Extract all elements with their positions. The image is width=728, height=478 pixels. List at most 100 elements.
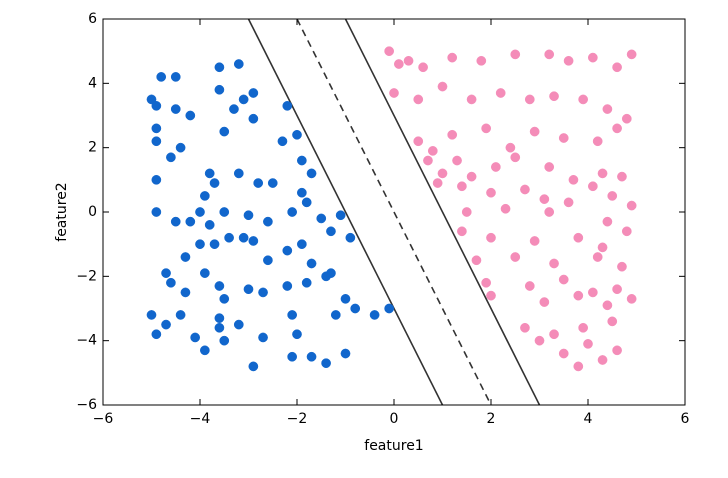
point [204, 168, 215, 179]
point [588, 287, 598, 298]
point [263, 216, 273, 227]
point [447, 52, 458, 63]
point [340, 348, 351, 359]
point [287, 351, 297, 362]
point [214, 62, 225, 73]
point [510, 252, 521, 262]
point [204, 220, 215, 230]
point [427, 146, 438, 156]
point [617, 261, 627, 272]
point [350, 303, 361, 314]
point [500, 203, 511, 214]
point [549, 329, 559, 340]
point [282, 245, 293, 256]
point [510, 49, 521, 60]
x-tick-label: −2 [287, 411, 308, 427]
point [301, 197, 312, 208]
point [597, 355, 608, 365]
point [330, 310, 341, 320]
point [170, 72, 181, 82]
point [437, 81, 448, 92]
point [524, 94, 535, 105]
point [466, 94, 477, 105]
point [626, 49, 637, 60]
point [340, 294, 351, 304]
point [175, 310, 186, 320]
point [219, 294, 230, 304]
point [195, 239, 205, 250]
point [520, 184, 530, 195]
point [597, 168, 608, 179]
point [243, 210, 254, 221]
point [161, 319, 171, 330]
point [306, 258, 317, 269]
point [151, 136, 162, 147]
point [520, 322, 530, 333]
point [495, 88, 506, 98]
point [486, 232, 496, 243]
point [258, 332, 268, 343]
point [292, 329, 302, 340]
point [214, 281, 225, 291]
point [486, 290, 496, 301]
point [297, 187, 307, 198]
x-tick-label: 4 [584, 411, 593, 427]
point [306, 168, 317, 179]
point [214, 313, 225, 323]
point [170, 104, 181, 114]
point [534, 335, 545, 346]
point [544, 207, 555, 217]
point [510, 152, 521, 163]
point [573, 290, 584, 301]
point [524, 281, 535, 291]
point [457, 226, 467, 237]
point [229, 104, 239, 114]
point [233, 319, 244, 330]
point [563, 55, 574, 66]
y-tick-label: −6 [76, 397, 97, 413]
point [461, 207, 472, 217]
point [233, 168, 244, 179]
point [558, 133, 569, 143]
point [326, 226, 336, 237]
point [287, 207, 297, 217]
point [238, 232, 249, 243]
point [471, 255, 482, 266]
point [209, 239, 220, 250]
y-axis-label: feature2 [54, 182, 70, 241]
point [539, 194, 550, 204]
point [316, 213, 327, 224]
point [558, 274, 569, 285]
point [423, 155, 433, 166]
point [544, 162, 555, 172]
x-axis-label: feature1 [364, 438, 423, 454]
x-tick-label: 6 [681, 411, 690, 427]
point [151, 329, 162, 340]
point [621, 226, 632, 237]
point [612, 284, 622, 295]
point [345, 232, 356, 243]
point [195, 207, 205, 217]
point [592, 252, 603, 262]
point [481, 123, 491, 134]
x-tick-label: −4 [190, 411, 211, 427]
point [612, 62, 622, 73]
point [544, 49, 555, 60]
point [539, 297, 550, 307]
point [578, 94, 589, 105]
point [369, 310, 380, 320]
point [297, 239, 307, 250]
point [549, 258, 559, 269]
point [146, 310, 157, 320]
point [321, 358, 331, 369]
point [573, 232, 584, 243]
point [413, 94, 424, 105]
point [602, 104, 613, 114]
point [267, 178, 278, 188]
point [384, 303, 394, 314]
point [301, 277, 312, 288]
point [219, 126, 230, 137]
point [282, 281, 293, 291]
point [486, 187, 496, 198]
